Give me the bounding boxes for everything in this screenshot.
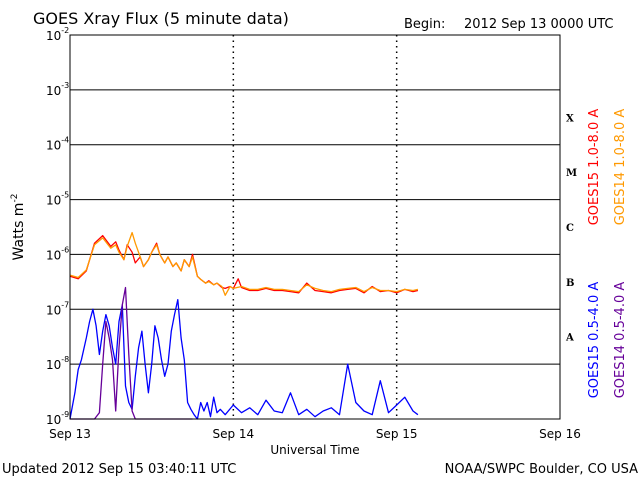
x-tick-labels: Sep 13 Sep 14 Sep 15 Sep 16: [49, 427, 581, 441]
chart-title: GOES Xray Flux (5 minute data): [33, 9, 289, 28]
y-tick-label: 10-2: [46, 26, 69, 43]
x-tick-label: Sep 15: [376, 427, 418, 441]
series-line-3: [70, 286, 193, 420]
y-tick-label: 10-8: [46, 355, 69, 372]
y-tick-label: 10-9: [46, 410, 69, 427]
legend-label: GOES14 1.0-8.0 A: [613, 109, 628, 226]
legend-label: GOES14 0.5-4.0 A: [613, 282, 628, 399]
legend-label: GOES15 1.0-8.0 A: [587, 109, 602, 226]
series-lines: [69, 231, 419, 420]
x-axis-label: Universal Time: [270, 443, 359, 457]
flare-class-X: X: [566, 113, 574, 124]
y-tick-label: 10-4: [46, 136, 69, 153]
y-tick-labels: 10-9 10-8 10-7 10-6 10-5 10-4 10-3 10-2: [46, 26, 69, 427]
credit-text: NOAA/SWPC Boulder, CO USA: [445, 462, 638, 477]
y-tick-label: 10-6: [46, 245, 69, 262]
flare-class-M: M: [566, 168, 577, 179]
begin-label: Begin:: [404, 17, 445, 32]
series-line-2: [69, 298, 419, 420]
updated-text: Updated 2012 Sep 15 03:40:11 UTC: [2, 462, 236, 477]
plot-frame: [69, 34, 561, 420]
y-tick-label: 10-7: [46, 300, 69, 317]
series-line-0: [69, 234, 419, 294]
flare-class-A: A: [565, 333, 574, 344]
begin-value: 2012 Sep 13 0000 UTC: [464, 17, 614, 32]
x-tick-label: Sep 14: [212, 427, 254, 441]
x-tick-label: Sep 13: [49, 427, 91, 441]
y-tick-label: 10-3: [46, 81, 69, 98]
x-tick-label: Sep 16: [539, 427, 581, 441]
series-line-1: [69, 231, 419, 296]
flare-class-C: C: [566, 223, 574, 234]
grid-lines: [70, 35, 560, 419]
flare-class-labels: A B C M X: [565, 113, 577, 343]
y-axis-label: Watts m-2: [10, 194, 27, 261]
y-tick-label: 10-5: [46, 191, 69, 208]
legend: GOES15 1.0-8.0 A GOES14 1.0-8.0 A GOES15 0…: [587, 109, 628, 399]
flare-class-B: B: [566, 278, 574, 289]
legend-label: GOES15 0.5-4.0 A: [587, 282, 602, 399]
